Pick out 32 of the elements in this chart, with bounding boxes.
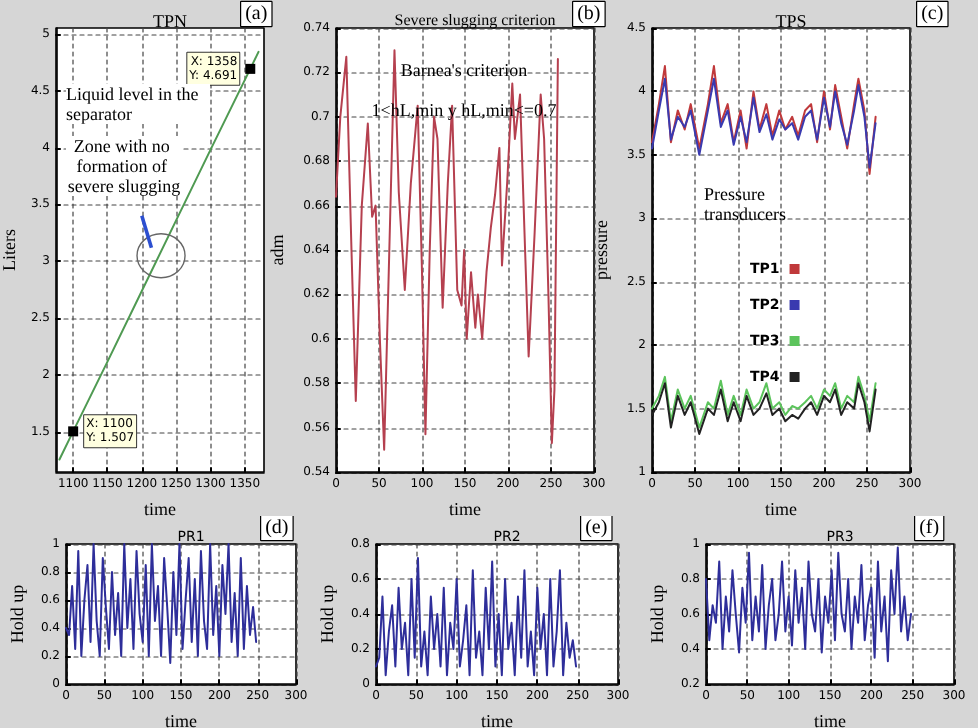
x-axis-title: time: [814, 710, 846, 728]
annotation: Barnea's criterion: [400, 60, 529, 80]
y-axis-title: adm: [267, 234, 287, 266]
chart-title: Severe slugging criterion: [394, 11, 556, 29]
y-axis-title: Hold up: [7, 583, 27, 644]
y-axis-title: Liters: [0, 228, 19, 271]
chart-title: TPS: [775, 11, 807, 31]
text: (f): [919, 517, 940, 539]
line-series: [651, 65, 877, 175]
x-axis-title: time: [481, 710, 513, 728]
text: (d): [265, 517, 289, 539]
annotation: Zone with no formation of severe slugging: [67, 136, 182, 196]
line-series: [705, 546, 913, 663]
x-axis-title: time: [449, 498, 481, 519]
text: (e): [585, 517, 608, 539]
annotation: Pressure transducers: [704, 184, 787, 224]
line-series: [375, 557, 578, 677]
x-axis-title: time: [765, 498, 797, 519]
line-series: [65, 543, 258, 664]
x-axis-title: time: [165, 710, 197, 728]
y-axis-title: Hold up: [317, 583, 337, 644]
text: (b): [577, 3, 601, 25]
line-series: [651, 77, 877, 169]
text: (a): [245, 3, 268, 25]
text: (c): [921, 3, 944, 25]
annotation: Liquid level in the separator: [66, 84, 203, 124]
x-axis-title: time: [144, 498, 176, 519]
chart-title: TPN: [152, 11, 188, 31]
line-series: [335, 49, 559, 451]
y-axis-title: Hold up: [647, 583, 667, 644]
line-series: [58, 50, 260, 461]
y-axis-title: pressure: [591, 220, 611, 280]
